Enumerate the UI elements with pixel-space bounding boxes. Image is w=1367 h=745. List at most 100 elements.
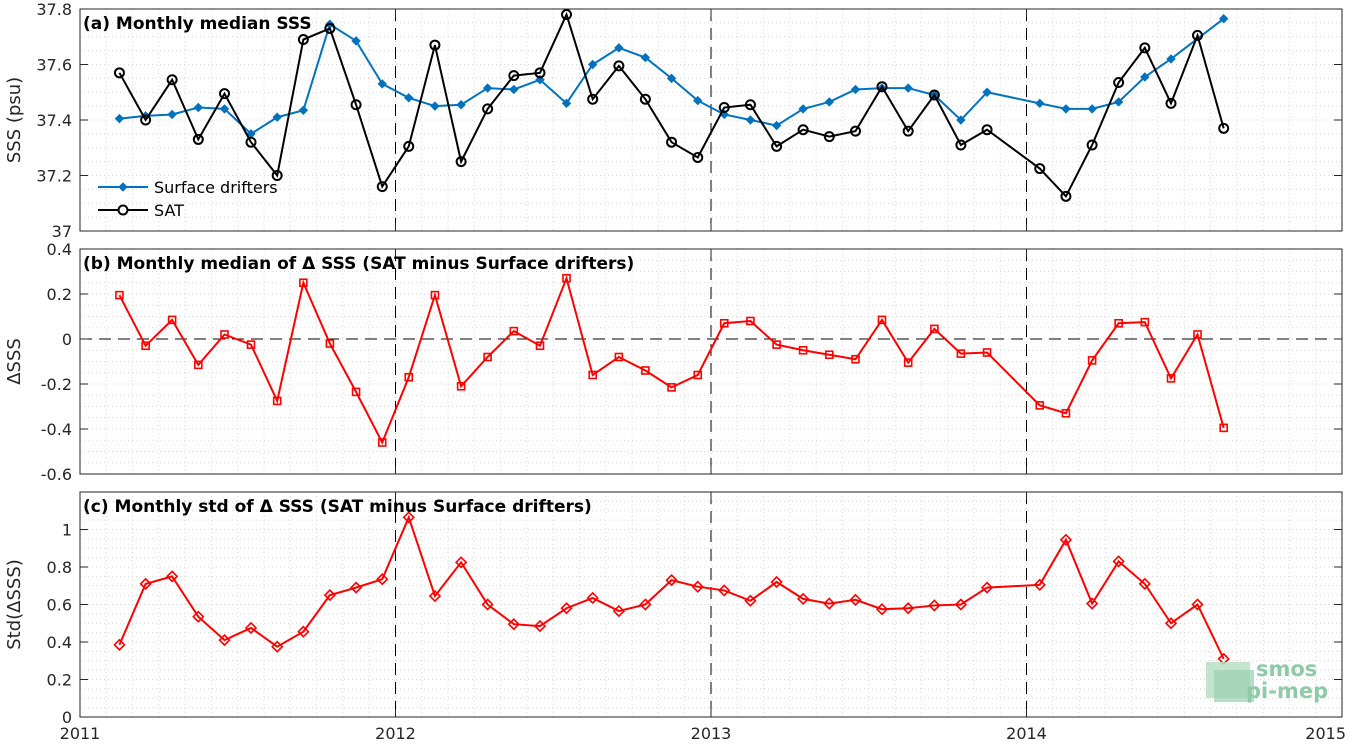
y-tick-label: 37.6 xyxy=(36,56,72,75)
data-point xyxy=(796,592,810,606)
data-point xyxy=(981,124,993,136)
y-tick-label: 37.8 xyxy=(36,0,72,19)
y-tick-label: 37.4 xyxy=(36,111,72,130)
data-point xyxy=(271,640,284,653)
data-point xyxy=(481,598,494,611)
data-point xyxy=(825,350,834,360)
data-point xyxy=(1087,356,1097,365)
panel-b-median-delta-sss: -0.6 -0.4 -0.2 0 0.2 0.4 ΔSSS (b) Monthly media… xyxy=(4,240,1343,484)
logo-block-2 xyxy=(1214,670,1254,702)
data-point xyxy=(351,36,361,46)
data-point xyxy=(1061,104,1071,114)
series-line xyxy=(118,514,1225,660)
data-point xyxy=(824,97,835,107)
data-point xyxy=(1033,578,1046,591)
x-tick-label: 2015 xyxy=(1305,724,1346,743)
data-point xyxy=(1061,408,1071,418)
data-point xyxy=(744,594,757,607)
data-point xyxy=(718,102,730,114)
data-point xyxy=(377,438,387,447)
data-point xyxy=(272,112,282,122)
legend: Surface drifters SAT xyxy=(98,178,278,220)
data-point xyxy=(192,610,205,623)
data-point xyxy=(1087,104,1097,114)
y-tick-label: 37.2 xyxy=(36,167,72,186)
data-point xyxy=(1218,14,1229,24)
data-point xyxy=(561,98,572,109)
data-point xyxy=(507,618,520,631)
data-point xyxy=(877,315,887,325)
data-point xyxy=(823,131,835,143)
data-point xyxy=(351,387,361,397)
data-point xyxy=(141,341,150,351)
data-point xyxy=(1164,617,1178,630)
data-point xyxy=(746,316,755,326)
y-tick-label: 0 xyxy=(62,708,72,727)
data-point xyxy=(1192,29,1204,41)
data-point xyxy=(1138,577,1151,591)
data-point xyxy=(772,340,781,349)
data-point xyxy=(509,326,519,336)
data-point xyxy=(456,381,466,391)
data-point xyxy=(561,9,573,21)
data-point xyxy=(1166,374,1176,383)
data-point xyxy=(430,101,440,111)
data-point xyxy=(1086,139,1098,151)
data-point xyxy=(402,511,415,524)
data-point xyxy=(823,597,836,610)
data-point xyxy=(271,170,283,181)
legend-label-surface-drifters: Surface drifters xyxy=(154,178,278,197)
x-tick-label: 2014 xyxy=(1006,724,1047,743)
series xyxy=(114,14,1229,139)
data-point xyxy=(1191,598,1204,611)
y-tick-label: -0.2 xyxy=(41,375,72,394)
x-tick-label: 2013 xyxy=(691,724,732,743)
series xyxy=(113,9,1230,202)
data-point xyxy=(718,584,731,597)
data-point xyxy=(324,22,336,34)
data-point xyxy=(665,573,678,587)
grid xyxy=(80,248,1342,475)
grid xyxy=(80,8,1342,232)
data-point xyxy=(641,366,650,375)
panel-c-std-delta-sss: 0 0.2 0.4 0.6 0.8 1 2011 2012 2013 2014 2015 Std(ΔS… xyxy=(4,491,1346,743)
data-point xyxy=(954,598,968,611)
data-point xyxy=(244,621,258,635)
data-point xyxy=(612,604,626,618)
data-point xyxy=(218,88,230,100)
y-tick-label: 0.4 xyxy=(47,240,72,259)
data-point xyxy=(404,93,414,103)
data-point xyxy=(982,348,992,357)
data-point xyxy=(955,139,967,151)
data-point xyxy=(509,84,519,95)
data-point xyxy=(113,638,126,651)
data-point xyxy=(614,43,624,53)
data-point xyxy=(666,136,678,148)
data-point xyxy=(666,73,677,84)
data-point xyxy=(167,109,177,120)
smos-pimep-logo: smos pi-mep xyxy=(1206,657,1328,703)
series-line xyxy=(118,275,1225,445)
y-tick-label: 0.4 xyxy=(47,633,72,652)
data-point xyxy=(1034,163,1046,175)
data-point xyxy=(297,625,310,638)
data-point xyxy=(640,52,651,63)
data-point xyxy=(483,352,492,362)
data-point xyxy=(771,120,782,131)
y-tick-label: 37 xyxy=(52,222,72,241)
data-point xyxy=(560,602,573,615)
panel-title: (c) Monthly std of Δ SSS (SAT minus Surf… xyxy=(83,497,592,517)
data-point xyxy=(325,339,335,348)
data-point xyxy=(928,89,940,101)
data-point xyxy=(1085,597,1099,610)
data-point xyxy=(194,360,203,370)
data-point xyxy=(1140,72,1150,82)
data-point xyxy=(956,349,966,358)
y-tick-label: 0.2 xyxy=(47,671,72,690)
data-point xyxy=(533,619,547,633)
data-point xyxy=(956,115,966,125)
data-point xyxy=(1140,317,1150,327)
data-point xyxy=(1166,54,1176,64)
data-point xyxy=(482,103,494,115)
